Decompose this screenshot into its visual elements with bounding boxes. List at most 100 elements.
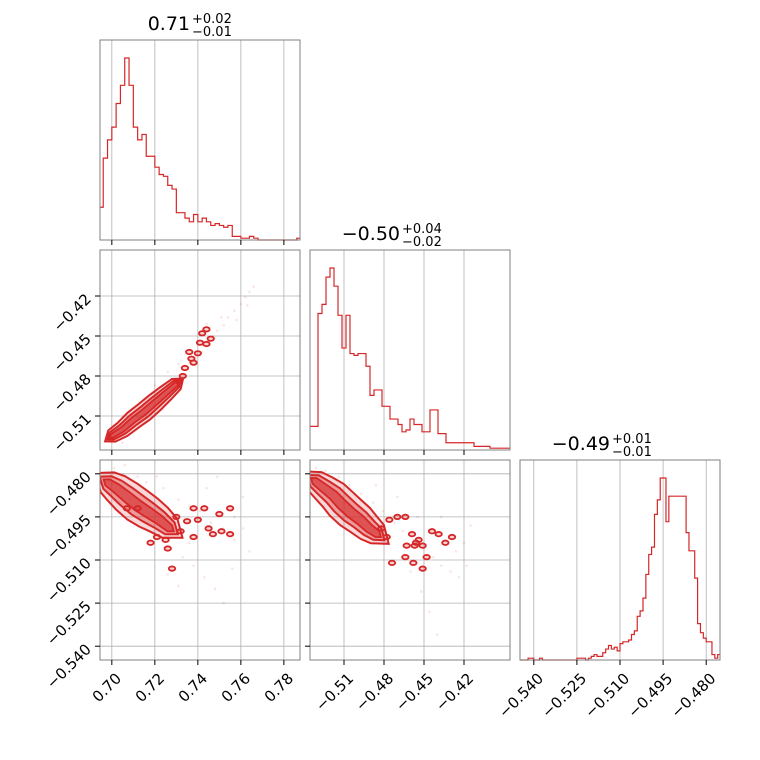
scatter-point: [166, 573, 170, 576]
density-island: [441, 539, 450, 546]
density-island: [167, 565, 177, 572]
histogram-title: −0.50 +0.04−0.02: [342, 222, 442, 250]
scatter-point: [235, 318, 238, 322]
density-island: [178, 372, 187, 380]
density-island: [409, 559, 418, 566]
density-panel-1-2: −0.51−0.48−0.45−0.42: [305, 459, 511, 715]
title-plus: +0.01: [612, 432, 652, 447]
scatter-point: [136, 475, 139, 478]
density-content: [100, 463, 251, 605]
scatter-point: [162, 486, 165, 490]
scatter-point: [436, 633, 439, 637]
density-island: [204, 525, 213, 532]
scatter-point: [381, 509, 384, 513]
scatter-point: [420, 590, 423, 593]
scatter-point: [215, 475, 219, 478]
density-island: [418, 542, 427, 549]
scatter-point: [233, 538, 236, 542]
histogram-title: −0.49 +0.01−0.01: [552, 432, 652, 460]
density-island: [385, 516, 394, 523]
histogram-panel-0: 0.71 +0.02−0.01: [99, 12, 301, 245]
scatter-point: [181, 555, 185, 559]
scatter-point: [233, 515, 236, 519]
density-island: [172, 513, 181, 520]
x-tick-label: 0.78: [261, 670, 297, 706]
density-island: [122, 505, 131, 512]
density-island: [377, 525, 386, 532]
scatter-point: [409, 570, 412, 573]
histogram-steps: [310, 267, 510, 449]
scatter-point: [241, 495, 245, 499]
scatter-point: [372, 501, 375, 504]
histogram-panel-2: −0.540−0.525−0.510−0.495−0.480 −0.49 +0.01…: [495, 432, 721, 722]
density-island: [402, 542, 411, 549]
scatter-point: [226, 316, 230, 319]
x-tick-label: −0.540: [495, 670, 547, 722]
density-island: [407, 531, 417, 538]
scatter-point: [401, 529, 404, 533]
density-island: [198, 330, 207, 337]
title-plus: +0.04: [402, 222, 442, 237]
title-minus: −0.01: [612, 445, 652, 460]
scatter-point: [121, 441, 124, 444]
density-island: [208, 531, 218, 538]
scatter-point: [348, 483, 351, 487]
scatter-point: [393, 521, 396, 524]
scatter-point: [155, 475, 159, 478]
density-island: [411, 539, 421, 546]
y-tick-label: −0.45: [50, 330, 95, 375]
x-tick-label: −0.48: [352, 670, 397, 715]
density-island: [195, 339, 205, 346]
scatter-point: [248, 550, 251, 553]
title-value: −0.49: [552, 433, 610, 455]
density-island: [226, 531, 235, 538]
density-island: [152, 533, 162, 541]
histogram-panel-1: −0.50 +0.04−0.02: [309, 222, 511, 455]
scatter-point: [248, 290, 251, 294]
scatter-point: [360, 492, 363, 496]
density-island: [226, 505, 235, 512]
scatter-point: [177, 584, 180, 588]
density-island: [133, 505, 142, 512]
scatter-point: [428, 610, 431, 614]
density-island: [189, 533, 198, 541]
scatter-point: [177, 362, 180, 366]
scatter-point: [457, 575, 460, 579]
scatter-point: [166, 370, 170, 374]
scatter-point: [314, 466, 318, 470]
density-island: [393, 513, 402, 520]
x-tick-label: −0.480: [667, 670, 719, 722]
scatter-point: [465, 564, 468, 568]
scatter-point: [230, 567, 234, 570]
x-tick-label: −0.495: [624, 670, 676, 722]
density-island: [189, 359, 198, 366]
scatter-point: [220, 316, 223, 319]
y-tick-label: −0.540: [43, 640, 95, 692]
density-island: [401, 513, 410, 520]
scatter-point: [454, 550, 458, 553]
panel-frame: [99, 249, 301, 451]
scatter-point: [198, 509, 202, 513]
scatter-point: [144, 481, 148, 484]
density-panel-0-2: 0.70 0.72 0.74 0.76 0.78−0.540−0.525−0.510−0…: [43, 459, 301, 706]
scatter-point: [432, 555, 435, 559]
scatter-point: [374, 483, 378, 487]
density-island: [434, 531, 443, 538]
x-tick-label: −0.510: [581, 670, 633, 722]
density-island: [185, 348, 194, 356]
density-island: [202, 340, 211, 348]
title-plus: +0.02: [192, 12, 232, 27]
density-island: [176, 528, 185, 535]
scatter-point: [177, 498, 180, 501]
density-island: [193, 350, 202, 357]
scatter-point: [203, 575, 206, 579]
density-island: [180, 364, 190, 372]
scatter-point: [192, 564, 195, 568]
x-tick-label: −0.51: [312, 670, 357, 715]
density-island: [163, 545, 172, 552]
density-island: [401, 554, 410, 561]
density-content: [310, 466, 472, 637]
density-island: [215, 510, 224, 518]
x-tick-label: −0.42: [432, 670, 477, 715]
